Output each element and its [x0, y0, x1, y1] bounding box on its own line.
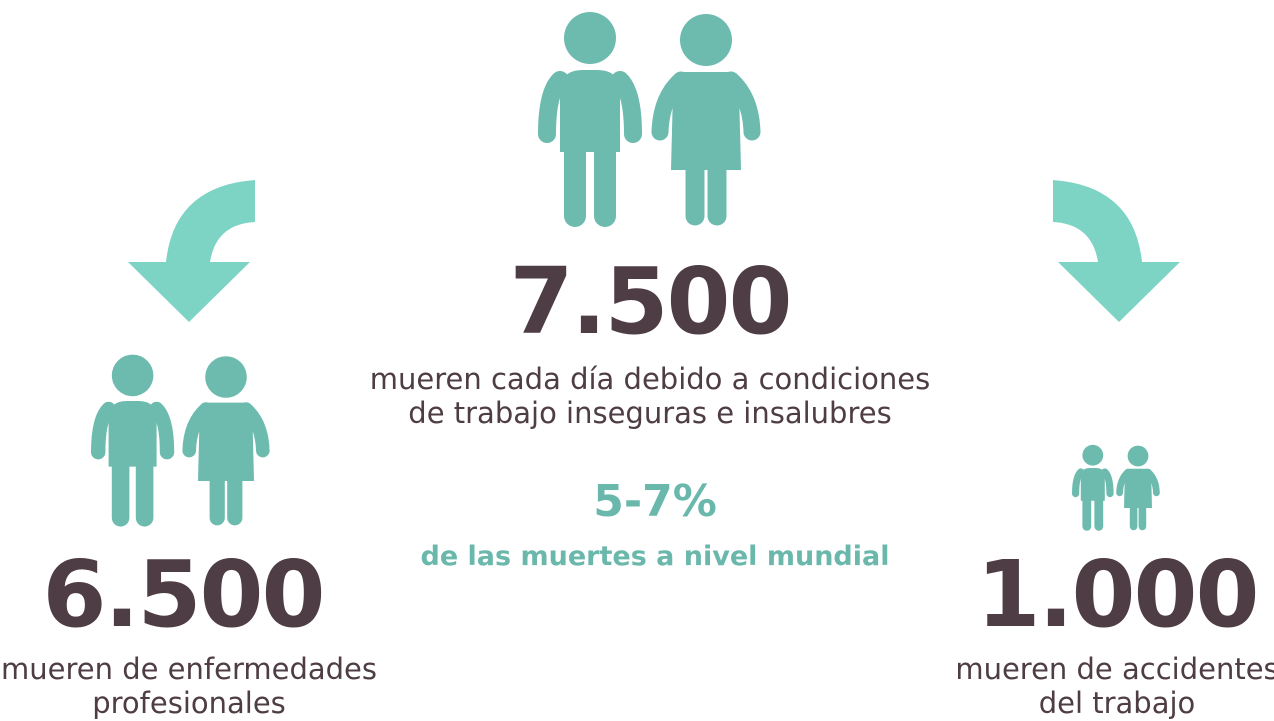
- left-description: profesionales: [92, 686, 286, 720]
- male-icon: [547, 12, 633, 216]
- right-description: del trabajo: [1039, 686, 1196, 720]
- center-number: 7.500: [509, 248, 790, 355]
- left-number: 6.500: [42, 541, 323, 648]
- right-description: mueren de accidentes: [955, 652, 1274, 686]
- arrow-left: [128, 180, 255, 322]
- arrow-right: [1053, 180, 1180, 322]
- right-number: 1.000: [976, 541, 1257, 648]
- center-description: mueren cada día debido a condiciones: [370, 362, 930, 396]
- female-icon: [189, 356, 263, 518]
- male-icon: [1076, 445, 1110, 527]
- male-icon: [98, 355, 167, 518]
- left-description: mueren de enfermedades: [1, 652, 377, 686]
- female-icon: [660, 14, 752, 216]
- center-description: de trabajo inseguras e insalubres: [408, 396, 891, 430]
- share-description: de las muertes a nivel mundial: [421, 541, 890, 572]
- share: 5-7%: [593, 476, 717, 527]
- female-icon: [1120, 446, 1157, 527]
